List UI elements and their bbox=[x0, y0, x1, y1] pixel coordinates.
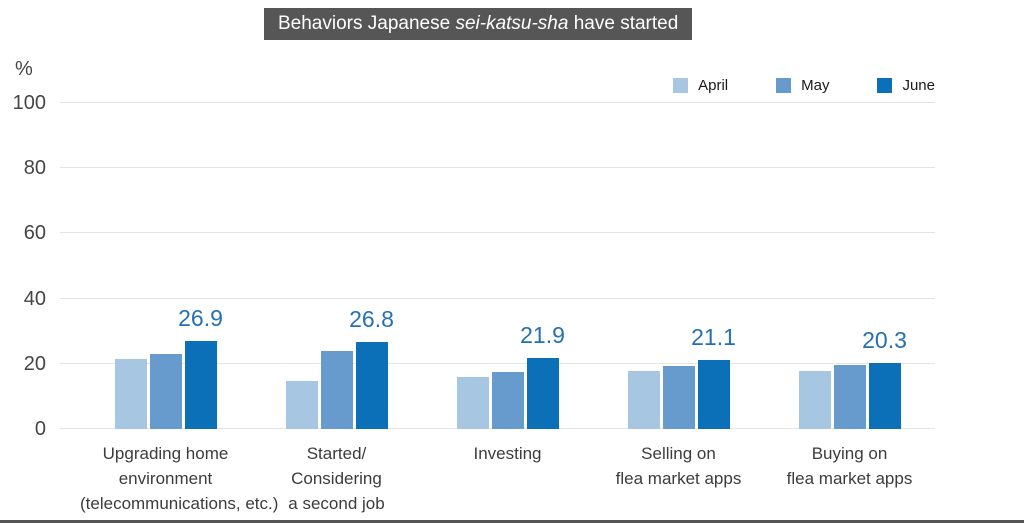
bar-group-3: 21.1 bbox=[627, 103, 736, 429]
y-tick-label-60: 60 bbox=[23, 222, 46, 245]
category-label-4: Buying on flea market apps bbox=[786, 444, 913, 488]
y-tick-label-20: 20 bbox=[23, 352, 46, 375]
bar-june-0 bbox=[184, 341, 217, 429]
title-text-suffix: have started bbox=[568, 13, 679, 34]
legend: April May June bbox=[673, 77, 935, 94]
bar-april-3 bbox=[627, 370, 660, 429]
bar-june-4 bbox=[868, 362, 901, 429]
legend-item-april: April bbox=[673, 77, 728, 94]
gridline-20 bbox=[60, 362, 935, 364]
bar-april-1 bbox=[285, 380, 318, 429]
legend-swatch-may-icon bbox=[776, 78, 792, 93]
bar-june-1 bbox=[355, 341, 388, 429]
category-labels: Upgrading home environment (telecommunic… bbox=[60, 441, 935, 516]
legend-label: June bbox=[902, 77, 935, 94]
bar-may-4 bbox=[833, 365, 866, 429]
legend-label: April bbox=[698, 77, 729, 94]
category-label-1: Started/ Considering a second job bbox=[288, 444, 385, 513]
legend-label: May bbox=[801, 77, 830, 94]
y-tick-label-40: 40 bbox=[23, 287, 46, 310]
value-label-3: 21.1 bbox=[691, 324, 736, 351]
legend-swatch-june-icon bbox=[877, 78, 893, 93]
legend-item-june: June bbox=[877, 77, 935, 94]
category-label-3: Selling on flea market apps bbox=[615, 444, 742, 488]
title-text-italic: sei-katsu-sha bbox=[455, 13, 569, 34]
value-label-1: 26.8 bbox=[349, 305, 394, 332]
bar-group-2: 21.9 bbox=[456, 103, 565, 429]
value-label-0: 26.9 bbox=[178, 305, 223, 332]
bar-april-2 bbox=[456, 376, 489, 429]
bar-june-3 bbox=[697, 360, 730, 429]
y-tick-label-80: 80 bbox=[23, 157, 46, 180]
y-tick-label-100: 100 bbox=[12, 92, 46, 114]
plot-area: 26.9 26.8 21.9 21.1 20.3 bbox=[60, 102, 935, 429]
bar-april-4 bbox=[798, 371, 831, 429]
gridline-80 bbox=[60, 167, 935, 169]
bottom-border-line bbox=[0, 520, 1024, 523]
legend-swatch-april-icon bbox=[673, 78, 689, 93]
gridline-100 bbox=[60, 102, 935, 103]
bar-may-2 bbox=[491, 371, 524, 429]
bar-may-0 bbox=[149, 354, 182, 429]
value-label-2: 21.9 bbox=[520, 321, 565, 348]
bar-group-4: 20.3 bbox=[798, 103, 907, 429]
gridline-40 bbox=[60, 297, 935, 299]
gridline-60 bbox=[60, 232, 935, 234]
chart-title: Behaviors Japanese sei-katsu-sha have st… bbox=[264, 8, 693, 40]
category-label-0: Upgrading home environment (telecommunic… bbox=[80, 444, 279, 513]
category-label-2: Investing bbox=[473, 444, 542, 463]
bar-may-1 bbox=[320, 351, 353, 429]
bar-group-0: 26.9 bbox=[114, 103, 223, 429]
title-text-prefix: Behaviors Japanese bbox=[278, 13, 456, 34]
bar-may-3 bbox=[662, 366, 695, 429]
legend-item-may: May bbox=[776, 77, 829, 94]
y-tick-label-0: 0 bbox=[34, 418, 46, 440]
y-axis: 0 20 40 60 80 100 bbox=[0, 92, 46, 440]
bar-june-2 bbox=[526, 357, 559, 429]
bar-april-0 bbox=[114, 359, 147, 429]
y-axis-unit-label: % bbox=[15, 58, 33, 80]
value-label-4: 20.3 bbox=[862, 326, 907, 353]
bar-group-1: 26.8 bbox=[285, 103, 394, 429]
